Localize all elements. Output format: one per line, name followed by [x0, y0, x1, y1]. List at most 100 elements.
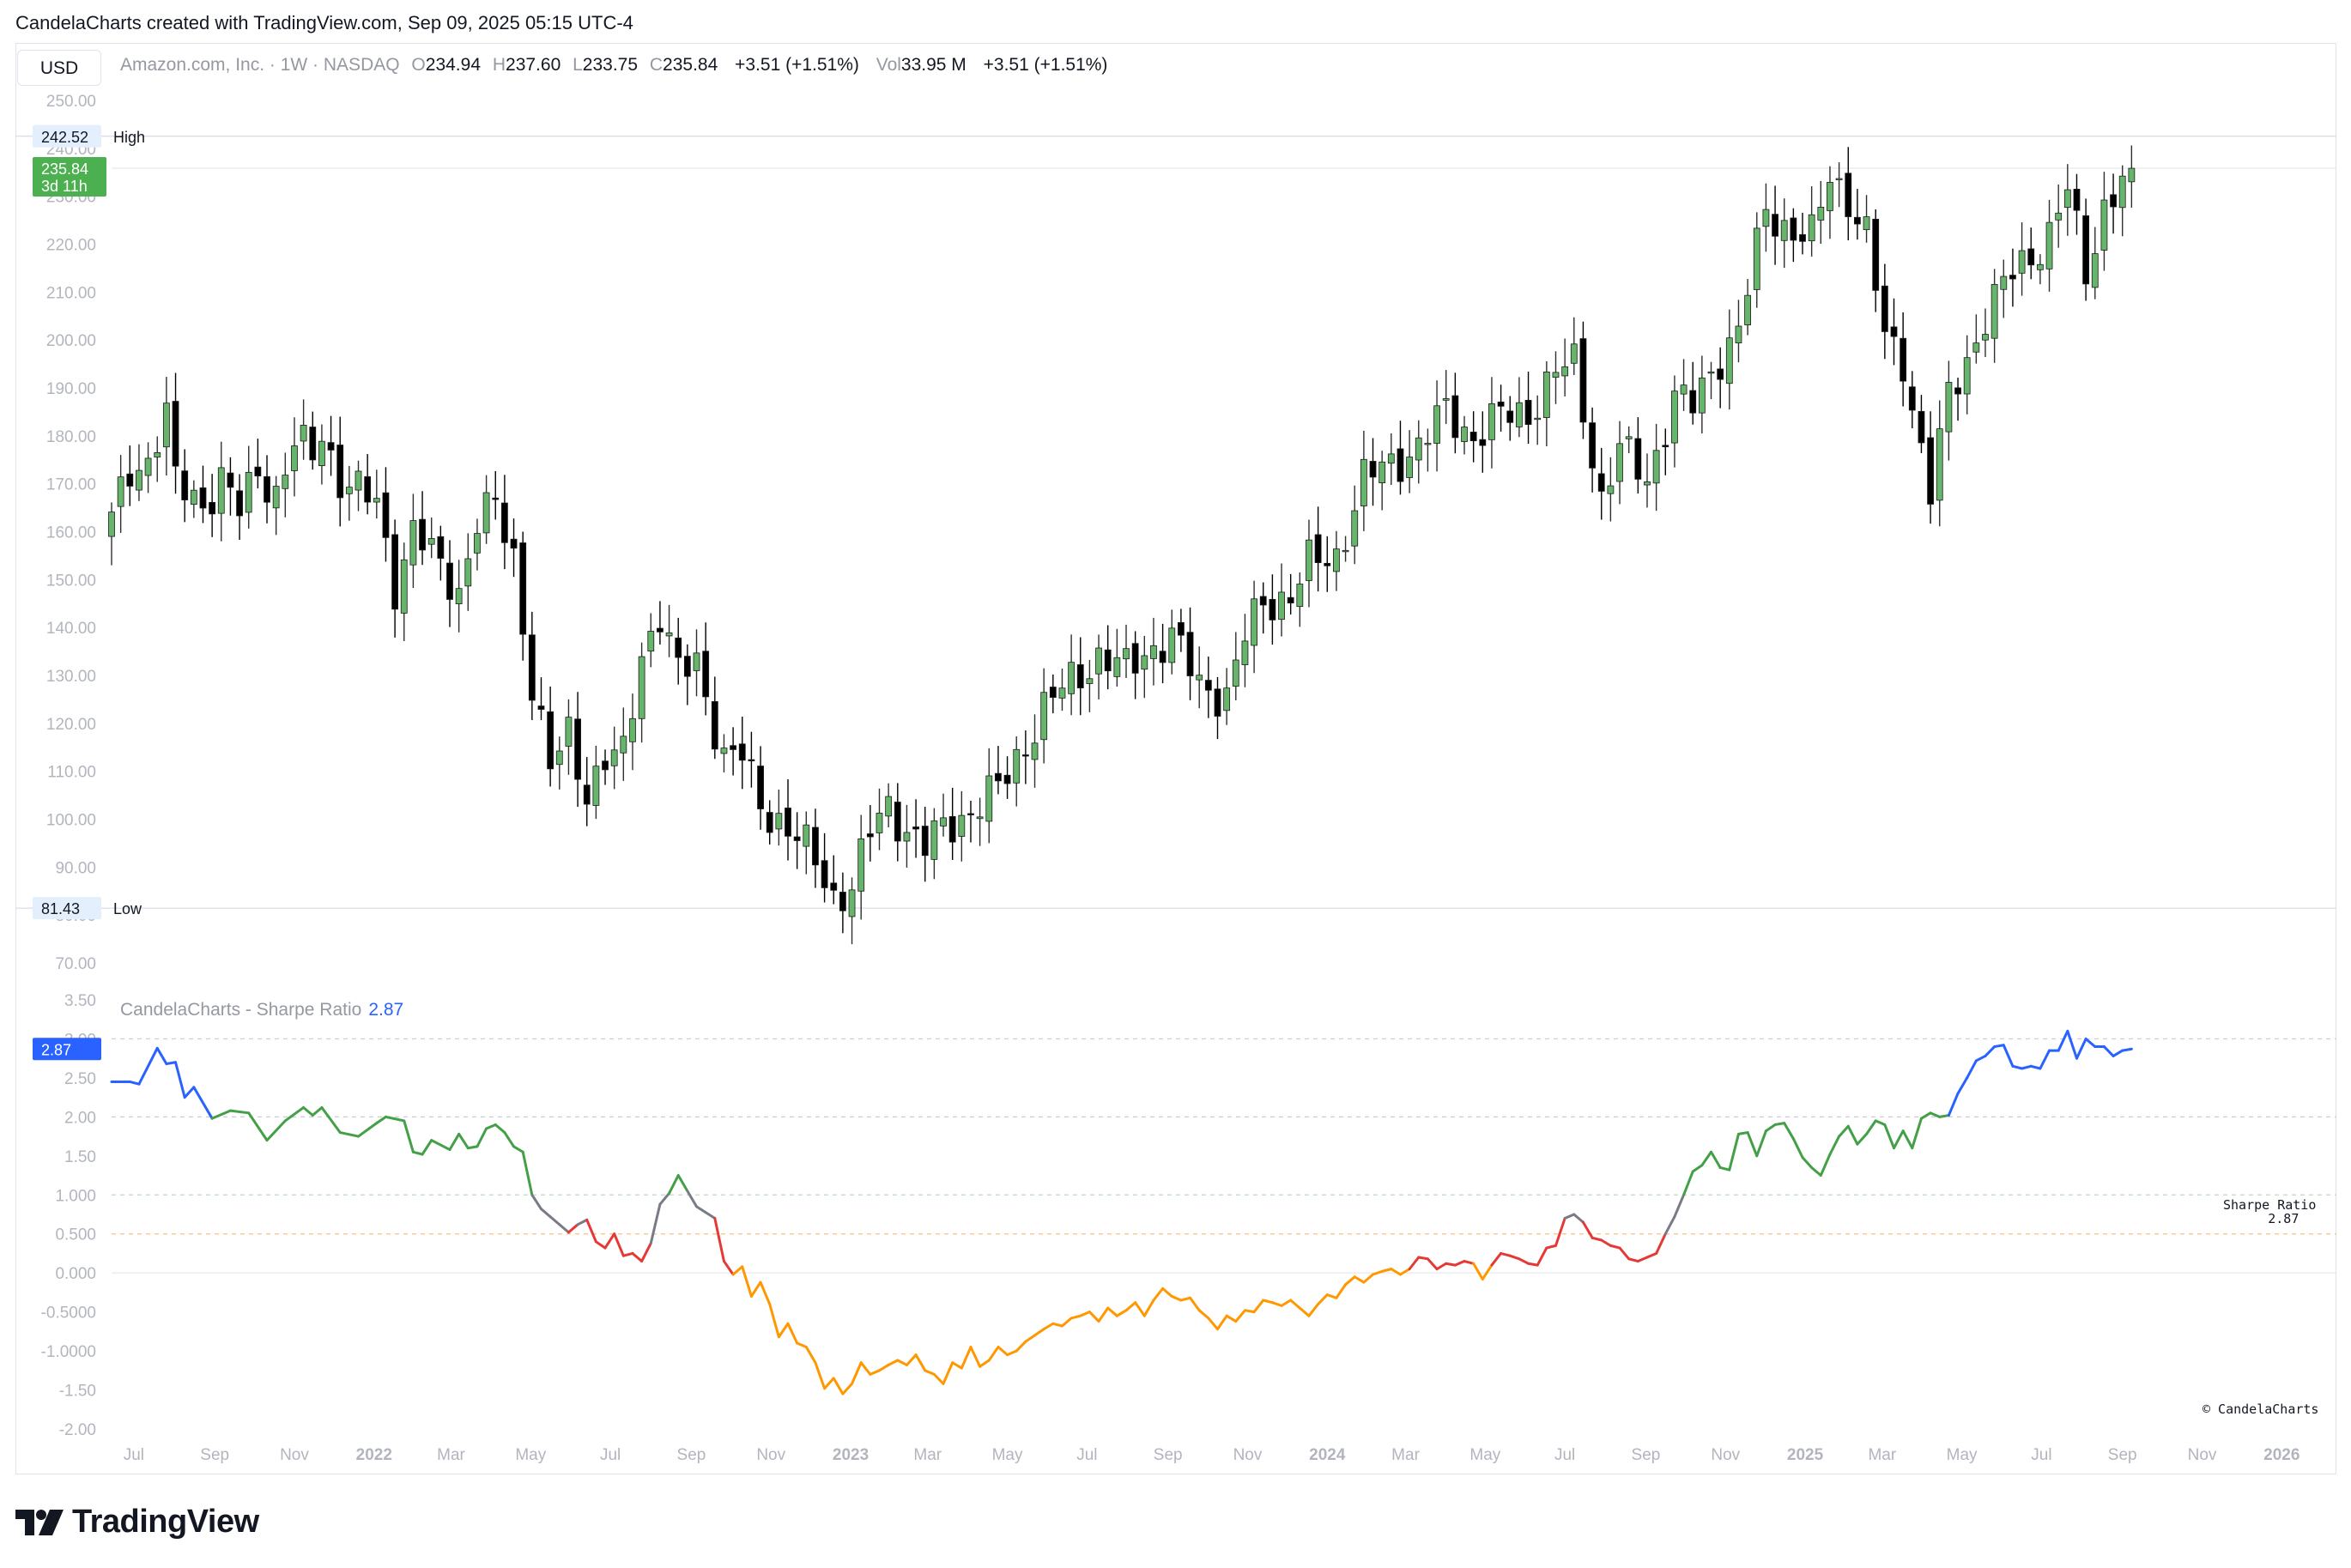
candle-body: [1799, 233, 1806, 242]
candle-body: [510, 538, 518, 549]
sharpe-segment: [1088, 1311, 1100, 1323]
candle-body: [1223, 687, 1231, 711]
candle-body: [857, 838, 865, 892]
sharpe-segment: [1380, 1268, 1393, 1273]
symbol-name[interactable]: Amazon.com, Inc. · 1W · NASDAQ: [120, 55, 400, 75]
time-tick-label: May: [1947, 1446, 1978, 1464]
price-tick-label: 150.00: [46, 572, 96, 590]
candle-body: [657, 627, 663, 633]
indicator-legend[interactable]: CandelaCharts - Sharpe Ratio 2.87: [120, 1000, 403, 1020]
candle-body: [785, 808, 791, 837]
indicator-title: CandelaCharts - Sharpe Ratio: [120, 1000, 362, 1020]
sharpe-segment: [1828, 1135, 1841, 1156]
sharpe-segment: [1846, 1124, 1859, 1146]
candle-body: [318, 440, 325, 467]
sharpe-segment: [1298, 1306, 1311, 1317]
sharpe-segment: [713, 1217, 725, 1263]
sharpe-segment: [749, 1280, 762, 1298]
sharpe-segment: [1655, 1232, 1667, 1255]
sharpe-segment: [1179, 1296, 1192, 1302]
sharpe-segment: [1600, 1238, 1612, 1247]
low-label: L: [573, 55, 583, 75]
candle-body: [1680, 384, 1688, 395]
sharpe-segment: [1317, 1293, 1329, 1306]
sharpe-segment: [1335, 1283, 1348, 1299]
sharpe-segment: [960, 1346, 973, 1370]
candle-body: [300, 424, 307, 442]
sharpe-segment: [1545, 1244, 1557, 1250]
time-tick-label: Jul: [1554, 1446, 1575, 1464]
high-price-tag-box: [33, 124, 101, 148]
candle-body: [748, 759, 755, 762]
candle-body: [1131, 643, 1139, 674]
candle-body: [1259, 596, 1267, 606]
candle-body: [209, 501, 216, 515]
candle-body: [894, 802, 901, 842]
sharpe-segment: [1353, 1275, 1366, 1284]
time-tick-label: Jul: [124, 1446, 144, 1464]
candle-body: [1086, 678, 1094, 684]
sharpe-segment: [951, 1361, 963, 1370]
time-tick-label: Nov: [756, 1446, 785, 1464]
candle-body: [1241, 640, 1249, 665]
sharpe-segment: [841, 1382, 854, 1395]
candle-body: [1918, 410, 1925, 444]
sharpe-segment: [1142, 1299, 1155, 1317]
sharpe-segment: [1938, 1114, 1950, 1118]
candle-body: [620, 736, 627, 754]
tradingview-logo[interactable]: TradingView: [15, 1504, 259, 1541]
sharpe-segment: [804, 1346, 817, 1365]
candle-body: [136, 469, 142, 491]
candle-body: [2082, 215, 2090, 285]
sharpe-segment: [1993, 1044, 2005, 1049]
candle-body: [1342, 549, 1349, 553]
candle-body: [830, 882, 838, 891]
candle-body: [1488, 403, 1495, 440]
sharpe-segment: [421, 1139, 433, 1156]
candle-body: [565, 717, 573, 747]
candle-body: [1835, 178, 1843, 180]
sharpe-segment: [731, 1265, 744, 1276]
candle-body: [766, 812, 773, 833]
sharpe-segment: [1755, 1129, 1767, 1158]
candle-body: [1442, 398, 1450, 401]
sharpe-segment: [1801, 1156, 1814, 1169]
candle-body: [409, 520, 417, 566]
sharpe-segment: [658, 1191, 671, 1206]
candle-body: [1150, 645, 1157, 659]
sharpe-segment: [183, 1086, 196, 1099]
sharpe-segment: [1372, 1269, 1384, 1276]
sharpe-segment: [1390, 1268, 1402, 1276]
candle-body: [629, 717, 636, 742]
time-tick-label: Mar: [437, 1446, 465, 1464]
sharpe-segment: [777, 1322, 790, 1339]
sharpe-segment: [1673, 1193, 1686, 1219]
candle-body: [1808, 214, 1815, 242]
sharpe-segment: [759, 1280, 772, 1306]
candle-body: [602, 760, 609, 771]
candlestick-series: [108, 145, 2136, 945]
sharpe-segment: [1627, 1257, 1639, 1263]
candle-body: [730, 745, 737, 750]
sharpe-segment: [576, 1218, 589, 1226]
currency-button[interactable]: USD: [17, 50, 101, 86]
price-tick-label: 160.00: [46, 524, 96, 542]
candle-body: [1095, 647, 1102, 675]
indicator-tick-label: 0.000: [55, 1265, 96, 1283]
candle-body: [720, 748, 728, 754]
candle-body: [1113, 657, 1121, 677]
time-tick-label: 2022: [356, 1446, 392, 1464]
candle-body: [948, 816, 956, 843]
time-tick-label: Nov: [2188, 1446, 2217, 1464]
high-tag-label: High: [113, 129, 145, 146]
candle-body: [985, 775, 993, 822]
sharpe-segment: [1773, 1122, 1786, 1126]
low-tag-label: Low: [113, 900, 142, 917]
candle-body: [437, 536, 445, 559]
candle-body: [236, 490, 243, 517]
candle-body: [1589, 422, 1596, 469]
sharpe-segment: [403, 1119, 415, 1153]
sharpe-segment: [1289, 1299, 1301, 1310]
indicator-tick-label: 3.50: [64, 992, 96, 1010]
